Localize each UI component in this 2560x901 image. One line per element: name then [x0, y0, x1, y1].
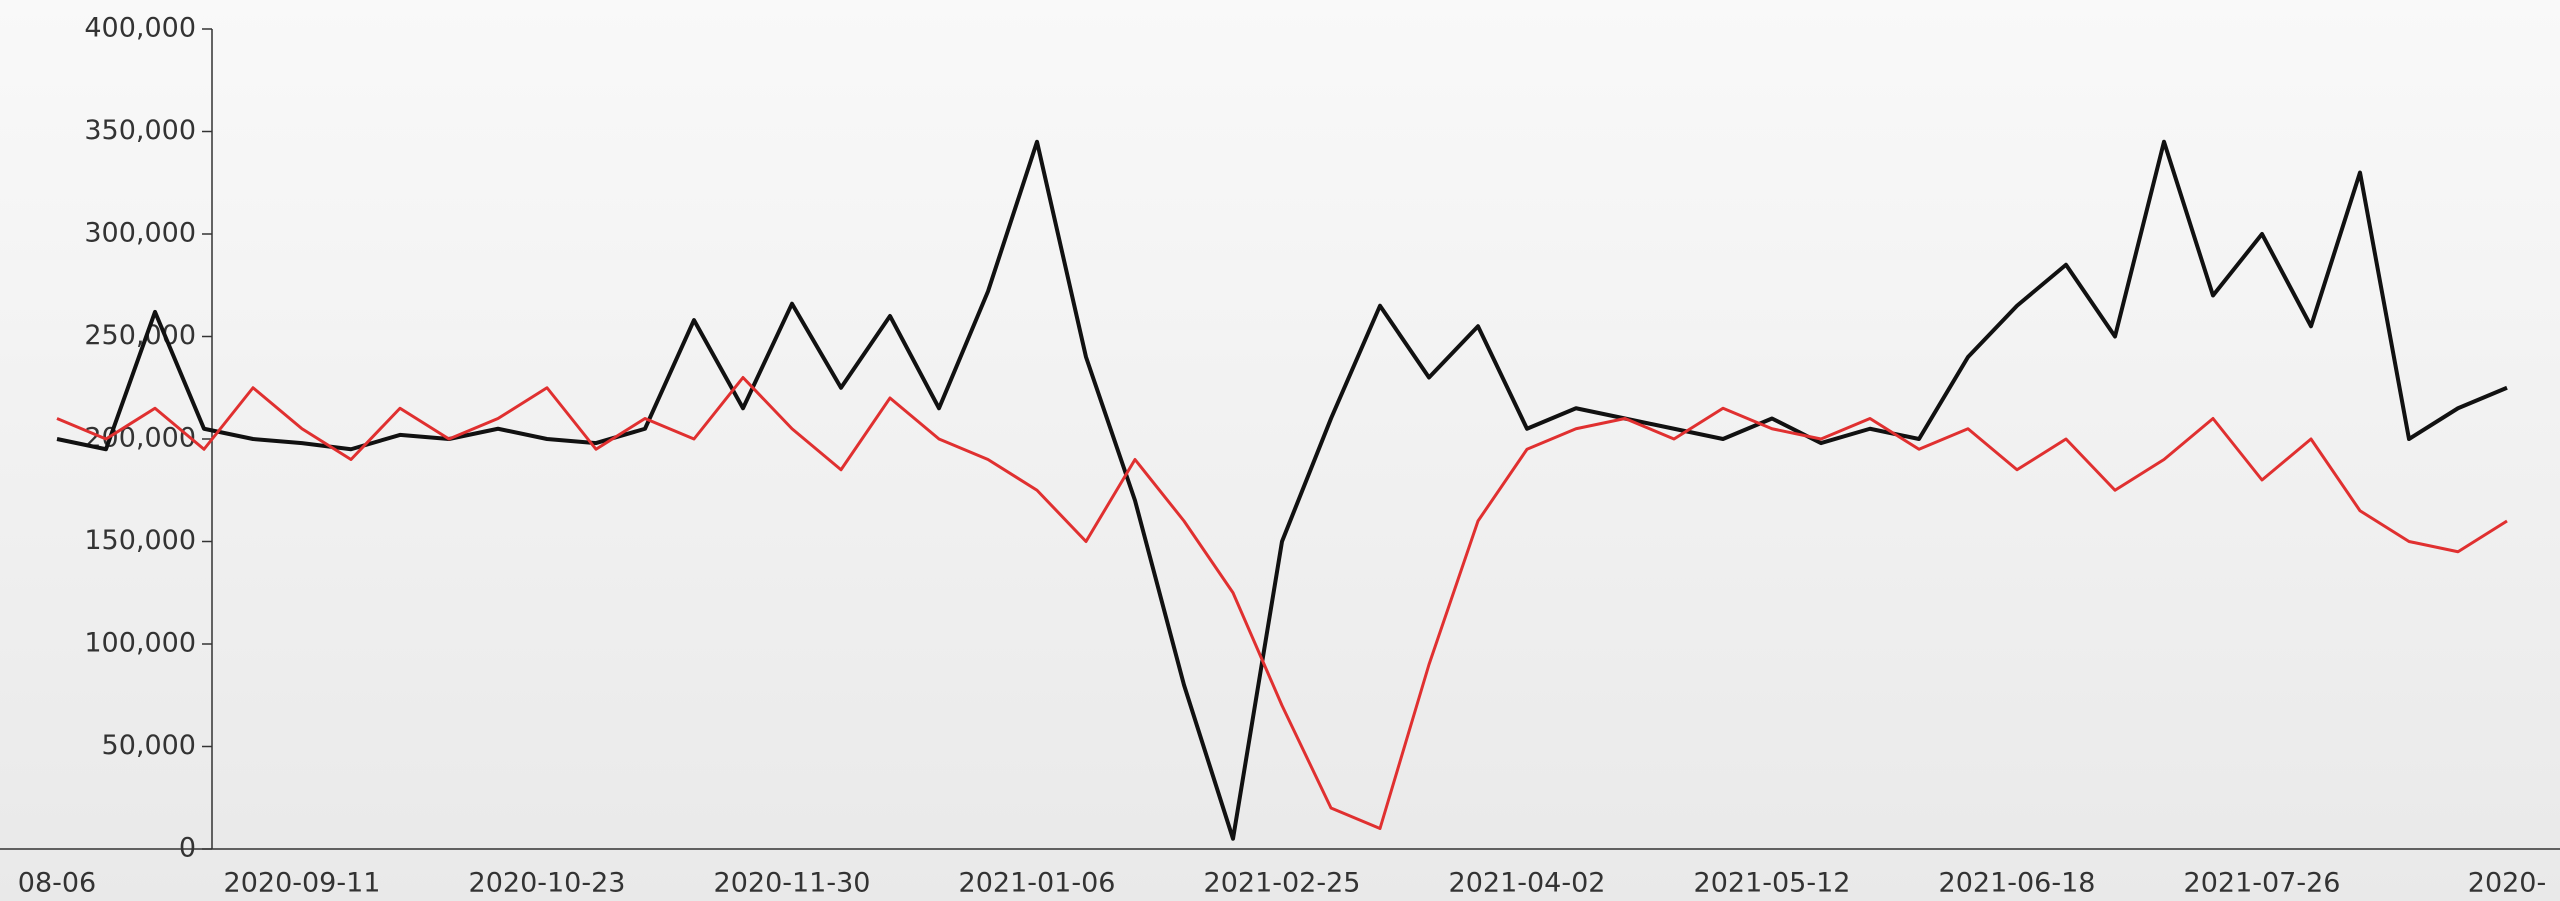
x-tick-label: 2020-11-30	[714, 868, 871, 899]
y-tick-label: 150,000	[84, 525, 196, 556]
x-tick-label: 08-06	[18, 868, 96, 899]
x-tick-label: 2020-09-11	[224, 868, 381, 899]
x-tick-label: 2021-04-02	[1449, 868, 1606, 899]
x-tick-label: 2021-01-06	[959, 868, 1116, 899]
series-line	[56, 376, 2508, 830]
x-tick-label: 2021-02-25	[1204, 868, 1361, 899]
y-tick-label: 100,000	[84, 628, 196, 659]
y-tick-label: 350,000	[84, 115, 196, 146]
y-tick-label: 250,000	[84, 320, 196, 351]
x-tick-label: 2021-06-18	[1939, 868, 2096, 899]
y-tick-label: 400,000	[84, 13, 196, 44]
y-tick-label: 0	[179, 833, 196, 864]
x-tick-label: 2021-05-12	[1694, 868, 1851, 899]
x-tick-label: 2020-10-23	[469, 868, 626, 899]
x-tick-label: 2020-	[2468, 868, 2546, 899]
x-tick-label: 2021-07-26	[2184, 868, 2341, 899]
y-tick-label: 50,000	[102, 730, 196, 761]
series-line	[56, 139, 2508, 841]
y-tick-label: 300,000	[84, 218, 196, 249]
